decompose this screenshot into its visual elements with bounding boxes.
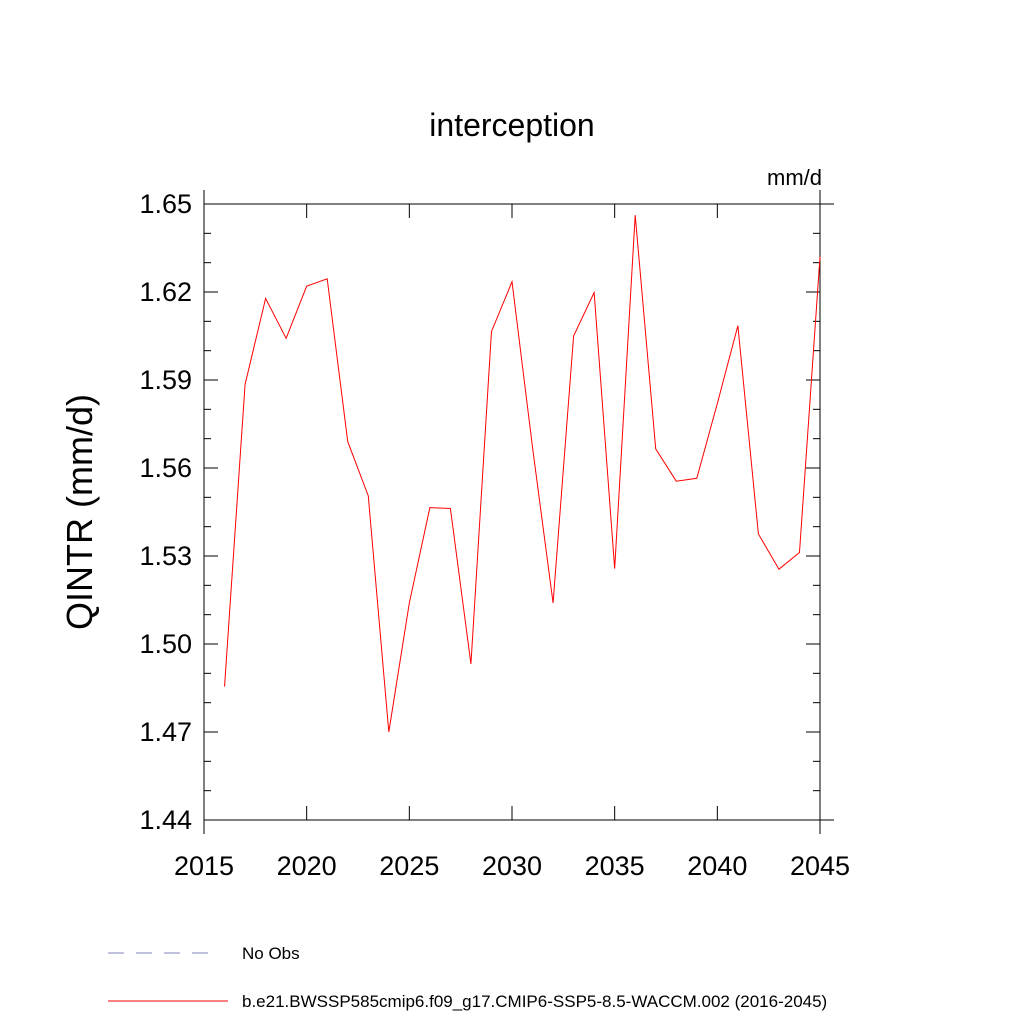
y-axis: 1.44 1.47 1.50 1.53 1.56 1.59 1.62 1.65 [139, 189, 820, 835]
x-tick-label: 2015 [174, 851, 234, 881]
y-tick-label: 1.47 [139, 717, 192, 747]
plot-area [203, 190, 834, 834]
units-label: mm/d [767, 165, 822, 190]
legend-label: b.e21.BWSSP585cmip6.f09_g17.CMIP6-SSP5-8… [242, 992, 827, 1011]
legend: No Obs b.e21.BWSSP585cmip6.f09_g17.CMIP6-… [108, 944, 827, 1011]
x-tick-label: 2035 [585, 851, 645, 881]
x-tick-label: 2045 [790, 851, 850, 881]
y-axis-label: QINTR (mm/d) [59, 394, 100, 630]
y-tick-label: 1.62 [139, 277, 192, 307]
y-tick-label: 1.56 [139, 453, 192, 483]
series-layer [224, 215, 821, 733]
x-axis: 2015 2020 2025 2030 2035 2040 2045 [174, 204, 850, 881]
y-tick-label: 1.44 [139, 805, 192, 835]
y-tick-label: 1.65 [139, 189, 192, 219]
x-tick-label: 2030 [482, 851, 542, 881]
x-tick-label: 2040 [687, 851, 747, 881]
y-tick-label: 1.53 [139, 541, 192, 571]
x-tick-label: 2020 [277, 851, 337, 881]
x-tick-label: 2025 [379, 851, 439, 881]
y-tick-label: 1.50 [139, 629, 192, 659]
series-line [224, 215, 821, 733]
chart-title: interception [429, 107, 594, 143]
y-tick-label: 1.59 [139, 365, 192, 395]
legend-label: No Obs [242, 944, 300, 963]
